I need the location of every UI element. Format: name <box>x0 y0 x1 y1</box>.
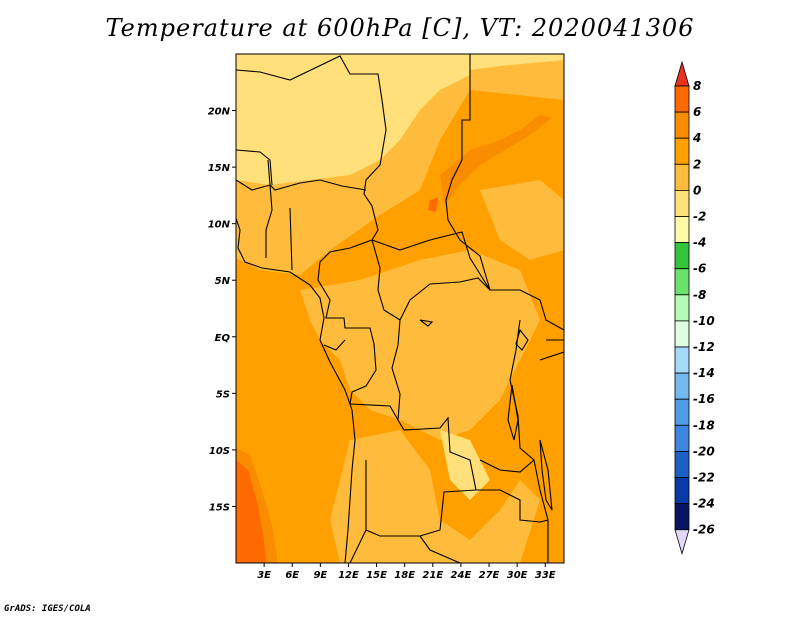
colorbar-segment <box>674 111 690 139</box>
colorbar-label: -22 <box>693 471 715 485</box>
map-frame <box>235 53 565 564</box>
colorbar-label: -8 <box>693 288 706 302</box>
colorbar-segment <box>674 216 690 244</box>
lon-tick-label: 27E <box>479 570 500 581</box>
credit-text: GrADS: IGES/COLA <box>4 604 91 614</box>
colorbar-segment <box>674 268 690 296</box>
country-borders <box>236 54 564 563</box>
lon-tick-label: 30E <box>507 570 528 581</box>
colorbar-segment <box>674 85 690 113</box>
colorbar-segment <box>674 294 690 322</box>
lon-tick-label: 12E <box>338 570 359 581</box>
colorbar-bottom-arrow <box>674 529 690 556</box>
colorbar-label: -10 <box>693 314 715 328</box>
colorbar-label: -16 <box>693 392 715 406</box>
colorbar-label: -26 <box>693 523 715 537</box>
colorbar-label: 6 <box>693 105 701 119</box>
colorbar-label: -2 <box>693 210 706 224</box>
lat-tick-label: 10S <box>209 446 230 457</box>
colorbar-segment <box>674 346 690 374</box>
lat-tick-label: 5N <box>215 276 231 287</box>
colorbar-segment <box>674 163 690 191</box>
colorbar-label: -24 <box>693 497 715 511</box>
latitude-axis: 20N 15N 10N 5N EQ 5S 10S 15S <box>208 107 236 513</box>
colorbar-label: -14 <box>693 366 715 380</box>
colorbar-label: 2 <box>693 157 701 171</box>
colorbar-segment <box>674 137 690 165</box>
colorbar-label: -20 <box>693 444 715 458</box>
colorbar-label: 0 <box>693 183 701 197</box>
lat-tick-label: 10N <box>208 220 231 231</box>
map-area: 20N 15N 10N 5N EQ 5S 10S 15S 3E 6E 9E 12E 15E 18E 21E… <box>208 53 565 581</box>
colorbar-segment <box>674 372 690 400</box>
lon-tick-label: 24E <box>451 570 472 581</box>
colorbar-segment <box>674 398 690 426</box>
lat-tick-label: 20N <box>208 107 231 118</box>
colorbar-label: -6 <box>693 262 706 276</box>
colorbar-segment <box>674 320 690 348</box>
lon-tick-label: 33E <box>535 570 556 581</box>
colorbar-segment <box>674 189 690 217</box>
lon-tick-label: 15E <box>366 570 387 581</box>
colorbar-segment <box>674 242 690 270</box>
colorbar-top-arrow <box>674 60 690 87</box>
colorbar-label: -12 <box>693 340 715 354</box>
lon-tick-label: 18E <box>394 570 415 581</box>
colorbar-segment <box>674 450 690 478</box>
longitude-axis: 3E 6E 9E 12E 15E 18E 21E 24E 27E 30E 33E <box>257 563 556 581</box>
colorbar-segment <box>674 424 690 452</box>
map-title: Temperature at 600hPa [C], VT: 202004130… <box>105 14 695 42</box>
lat-tick-label: EQ <box>215 333 231 344</box>
colorbar-label: 4 <box>692 131 701 145</box>
lat-tick-label: 15N <box>208 163 231 174</box>
temperature-field <box>236 54 564 563</box>
colorbar-segment <box>674 503 690 531</box>
lon-tick-label: 21E <box>422 570 443 581</box>
colorbar-label: -18 <box>693 418 715 432</box>
colorbar-label: 8 <box>693 79 701 93</box>
lat-tick-label: 5S <box>216 389 230 400</box>
colorbar: 8 6 4 2 0 -2 -4 -6 -8 -10 -12 -14 -16 -18 -20 -22 -24 -26 <box>674 60 715 556</box>
lon-tick-label: 9E <box>313 570 327 581</box>
lon-tick-label: 6E <box>285 570 299 581</box>
colorbar-label: -4 <box>693 236 706 250</box>
lat-tick-label: 15S <box>209 502 230 513</box>
colorbar-segment <box>674 477 690 505</box>
lon-tick-label: 3E <box>257 570 271 581</box>
